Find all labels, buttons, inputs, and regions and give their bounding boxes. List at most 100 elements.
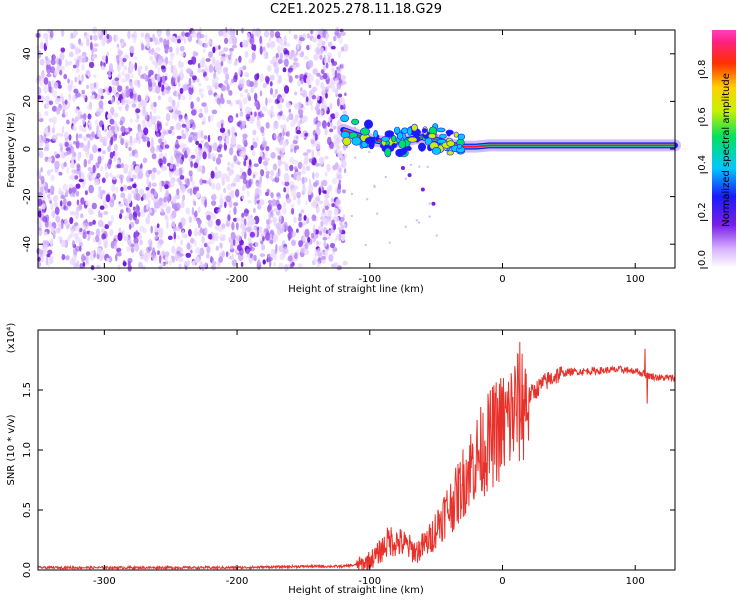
noise-dot — [373, 186, 376, 188]
noise-blob — [73, 30, 78, 36]
noise-blob — [158, 254, 162, 264]
noise-blob — [212, 156, 216, 162]
noise-blob — [110, 241, 115, 249]
noise-blob — [221, 223, 226, 229]
noise-blob — [296, 171, 302, 176]
noise-blob — [328, 254, 334, 262]
noise-blob — [64, 137, 69, 142]
noise-blob — [55, 227, 61, 234]
noise-blob — [324, 128, 328, 136]
noise-blob — [315, 78, 320, 86]
noise-blob — [194, 210, 198, 218]
spectrogram-x-label: Height of straight line (km) — [288, 284, 424, 295]
noise-blob — [59, 52, 65, 61]
noise-blob — [61, 96, 65, 105]
noise-blob — [269, 176, 274, 180]
noise-blob — [312, 171, 315, 180]
noise-blob — [228, 239, 234, 244]
noise-blob — [303, 215, 307, 221]
noise-blob — [116, 43, 120, 48]
noise-blob — [44, 156, 49, 162]
noise-blob — [322, 190, 328, 194]
noise-blob — [195, 247, 201, 254]
noise-blob — [78, 125, 83, 132]
noise-blob — [336, 28, 340, 37]
signal-blob — [446, 129, 452, 137]
noise-blob — [336, 233, 340, 241]
noise-blob — [252, 44, 257, 52]
noise-blob — [239, 175, 245, 180]
noise-blob — [246, 254, 251, 259]
noise-blob — [249, 36, 255, 45]
noise-blob — [262, 259, 266, 265]
noise-blob — [246, 248, 250, 255]
noise-blob — [198, 113, 204, 118]
noise-blob — [152, 247, 156, 256]
noise-blob — [282, 223, 285, 232]
noise-blob — [291, 239, 296, 246]
noise-blob — [163, 142, 166, 151]
noise-blob — [208, 182, 212, 187]
noise-blob — [188, 86, 194, 95]
noise-blob — [323, 65, 326, 72]
noise-blob — [81, 63, 85, 71]
noise-blob — [288, 29, 292, 35]
noise-blob — [326, 163, 331, 172]
noise-blob — [309, 29, 314, 35]
noise-blob — [320, 212, 326, 220]
noise-blob — [175, 48, 180, 56]
noise-blob — [341, 225, 345, 230]
noise-blob — [163, 88, 167, 95]
y-tick-label: 0.0 — [22, 562, 33, 578]
noise-blob — [74, 57, 78, 62]
noise-blob — [140, 255, 144, 260]
noise-dot — [404, 177, 407, 180]
noise-blob — [125, 103, 129, 109]
noise-blob — [157, 30, 162, 38]
noise-blob — [103, 210, 109, 215]
noise-blob — [212, 193, 217, 200]
noise-blob — [123, 65, 128, 71]
noise-blob — [240, 78, 245, 85]
noise-blob — [153, 201, 159, 209]
noise-blob — [165, 122, 169, 127]
noise-blob — [328, 218, 332, 226]
noise-blob — [252, 174, 256, 179]
signal-blob — [364, 137, 376, 145]
noise-blob — [224, 79, 229, 85]
noise-dot — [428, 215, 431, 218]
noise-blob — [216, 170, 222, 178]
noise-blob — [254, 73, 259, 81]
noise-blob — [270, 105, 274, 113]
noise-blob — [131, 174, 137, 179]
noise-blob — [69, 42, 75, 47]
noise-blob — [262, 235, 265, 242]
noise-blob — [228, 209, 231, 216]
noise-blob — [136, 114, 140, 120]
noise-blob — [137, 79, 141, 86]
noise-blob — [102, 238, 108, 244]
noise-blob — [77, 153, 81, 162]
noise-blob — [87, 113, 92, 120]
noise-blob — [259, 90, 263, 97]
noise-blob — [126, 175, 132, 183]
noise-blob — [312, 68, 319, 75]
noise-blob — [36, 75, 42, 82]
noise-blob — [259, 253, 266, 258]
y-tick-label: 0 — [22, 146, 33, 152]
noise-blob — [189, 174, 193, 182]
noise-blob — [138, 261, 143, 269]
noise-blob — [64, 111, 69, 117]
noise-blob — [329, 141, 334, 149]
noise-blob — [157, 250, 160, 255]
noise-blob — [334, 88, 339, 95]
noise-blob — [84, 32, 87, 36]
noise-blob — [135, 108, 141, 114]
noise-blob — [222, 173, 228, 179]
noise-blob — [193, 133, 198, 142]
noise-blob — [211, 213, 217, 220]
noise-blob — [295, 62, 300, 68]
noise-blob — [218, 154, 223, 158]
noise-blob — [179, 87, 184, 94]
noise-blob — [113, 240, 118, 250]
